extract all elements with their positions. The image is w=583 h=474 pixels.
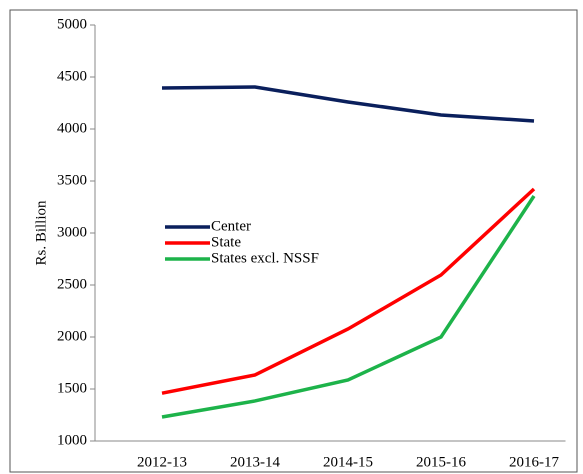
x-tick-label: 2014-15 <box>323 454 373 470</box>
line-series <box>161 85 535 123</box>
y-tick-label: 3500 <box>57 172 87 188</box>
y-tick-label: 4500 <box>57 68 87 84</box>
x-tick-label: 2016-17 <box>509 454 559 470</box>
y-tick-label: 4000 <box>57 120 87 136</box>
y-tick-label: 5000 <box>57 16 87 32</box>
y-tick-label: 2500 <box>57 276 87 292</box>
legend-label: Center <box>211 218 251 234</box>
line-series <box>161 187 536 395</box>
y-tick-label: 2000 <box>57 328 87 344</box>
line-series <box>161 195 536 419</box>
legend-label: State <box>211 234 241 250</box>
x-tick-label: 2012-13 <box>137 454 187 470</box>
y-tick-label: 1000 <box>57 432 87 448</box>
y-tick-label: 1500 <box>57 380 87 396</box>
y-axis-label: Rs. Billion <box>33 200 49 266</box>
y-tick-label: 3000 <box>57 224 87 240</box>
chart-border <box>9 9 578 473</box>
x-tick-label: 2015-16 <box>416 454 466 470</box>
x-tick-label: 2013-14 <box>230 454 280 470</box>
legend-label: States excl. NSSF <box>211 250 319 266</box>
